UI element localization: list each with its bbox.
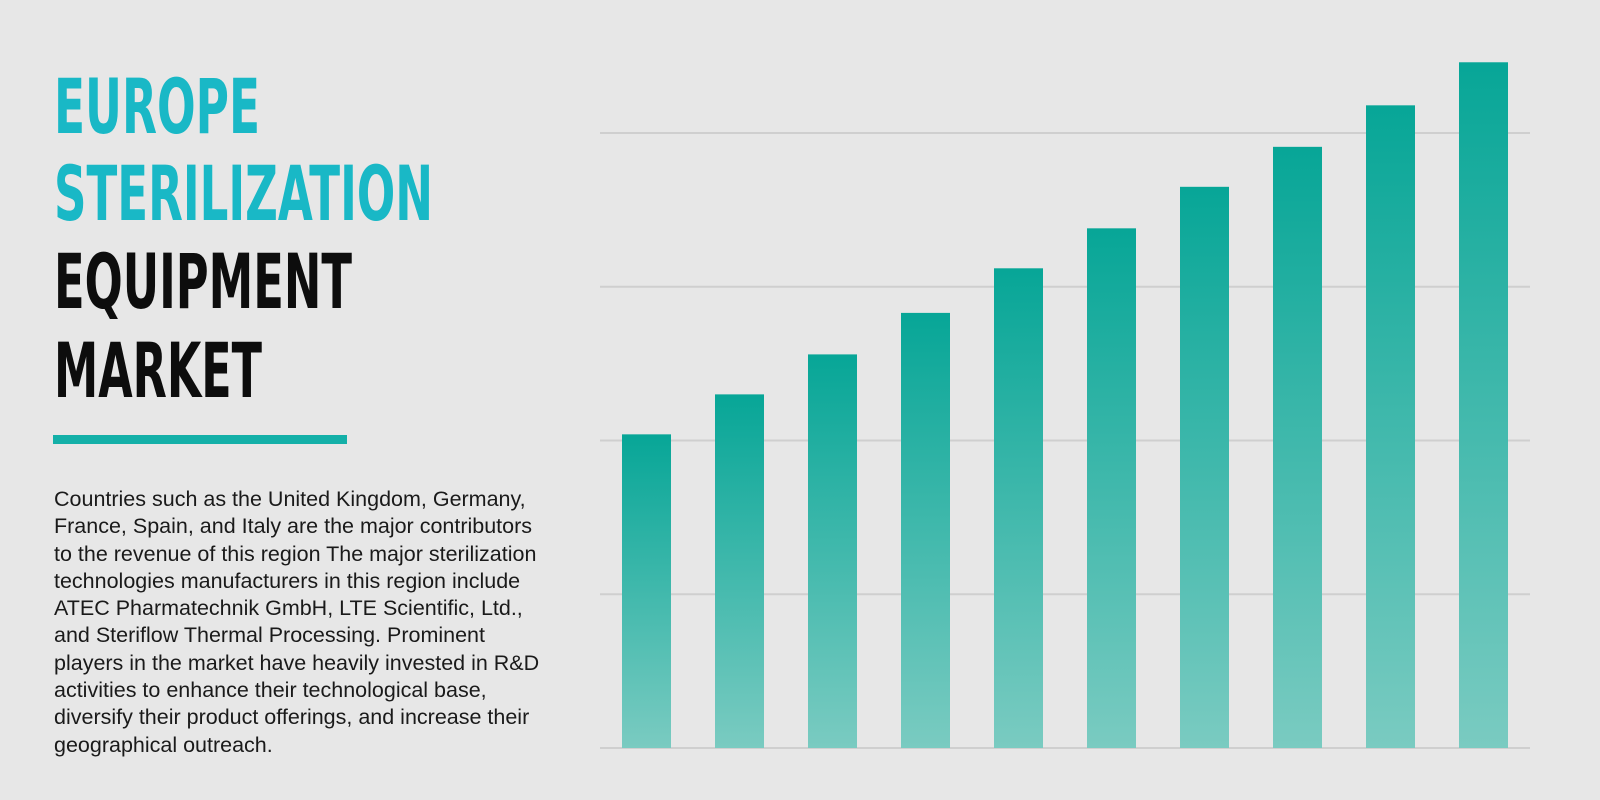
bar <box>994 268 1043 748</box>
chart <box>600 62 1530 749</box>
bar <box>808 354 857 748</box>
bar <box>1366 105 1415 748</box>
title-line: STERILIZATION <box>54 149 433 238</box>
bar <box>715 394 764 748</box>
bar <box>1273 146 1322 748</box>
body-text: Countries such as the United Kingdom, Ge… <box>54 487 540 757</box>
accent-bar <box>53 435 347 444</box>
bar <box>1087 228 1136 748</box>
title-line: MARKET <box>54 326 262 415</box>
bar <box>1459 62 1508 748</box>
bar <box>622 434 671 748</box>
bar <box>901 312 950 748</box>
bar <box>1180 186 1229 748</box>
title-line: EQUIPMENT <box>54 237 352 326</box>
title-line: EUROPE <box>54 62 260 151</box>
